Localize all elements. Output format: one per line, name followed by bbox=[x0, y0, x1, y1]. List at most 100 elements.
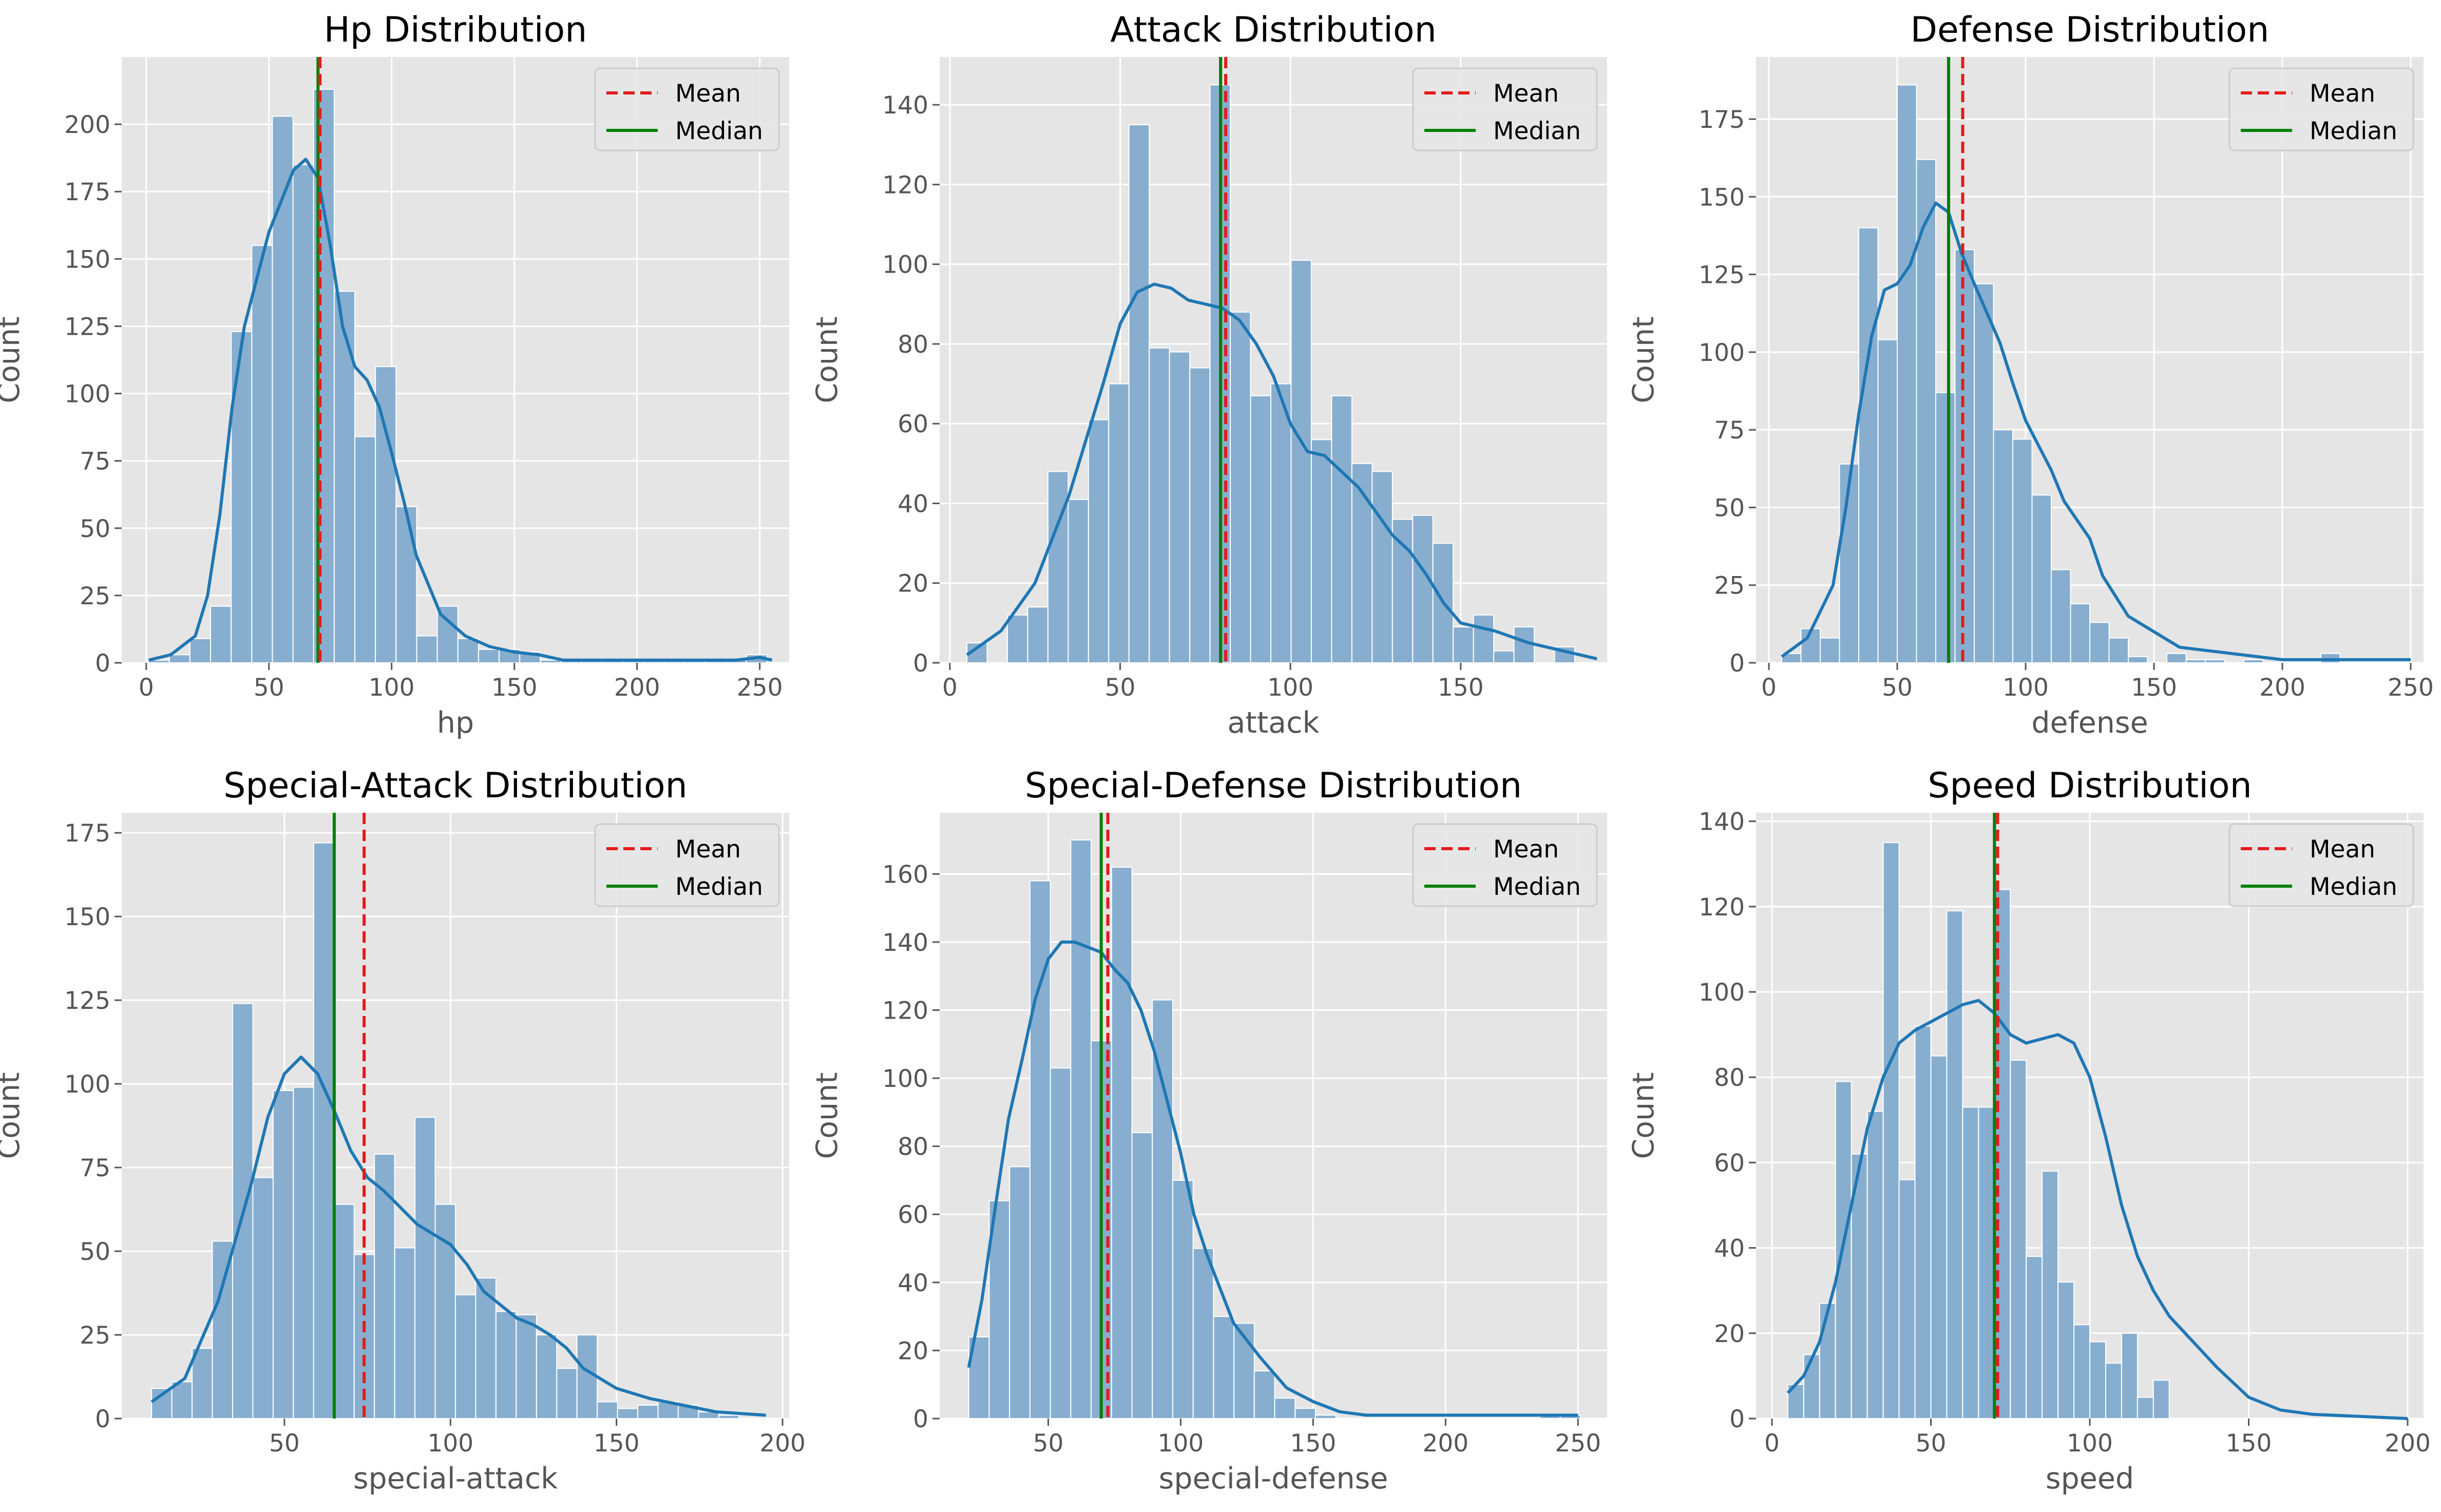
kde-curve bbox=[148, 158, 773, 662]
x-tick-label: 50 bbox=[254, 674, 284, 702]
histogram-bar bbox=[1858, 227, 1879, 664]
histogram-bar bbox=[1128, 124, 1150, 664]
x-axis-label: special-defense bbox=[1159, 1462, 1388, 1496]
histogram-bar bbox=[1310, 439, 1332, 664]
kde-curve bbox=[967, 940, 1578, 1417]
legend-label-median: Median bbox=[675, 117, 763, 145]
histogram-bar bbox=[1897, 84, 1917, 663]
histogram-bar bbox=[210, 605, 232, 664]
histogram-bar bbox=[171, 1381, 193, 1420]
y-tick-label: 25 bbox=[80, 582, 110, 610]
y-tick-label: 120 bbox=[1699, 893, 1745, 922]
histogram-bar bbox=[1213, 1316, 1235, 1419]
histogram-bar bbox=[2057, 1281, 2075, 1419]
legend-label-mean: Mean bbox=[675, 80, 741, 108]
histogram-bar bbox=[2070, 603, 2090, 663]
histogram-bar bbox=[272, 1090, 294, 1419]
chart-title: Special-Attack Distribution bbox=[223, 765, 687, 806]
chart-panel-6: 0 50 100 150 200 0 20 40 60 80 100 120 140 Speed Dist… bbox=[1627, 765, 2431, 1496]
y-tick-label: 20 bbox=[898, 570, 928, 598]
y-tick-label: 0 bbox=[1729, 1405, 1745, 1433]
y-axis-label: Count bbox=[1627, 1072, 1661, 1159]
y-tick-label: 20 bbox=[1714, 1320, 1745, 1348]
y-tick-label: 20 bbox=[898, 1337, 928, 1365]
legend-label-median: Median bbox=[2310, 117, 2397, 145]
kde-curve bbox=[966, 282, 1597, 661]
x-axis-label: hp bbox=[437, 706, 474, 740]
histogram-bar bbox=[2108, 637, 2129, 663]
histogram-bar bbox=[1930, 1055, 1948, 1419]
histogram-bar bbox=[1962, 1106, 1979, 1420]
legend: Mean Median bbox=[2228, 67, 2414, 151]
legend-label-median: Median bbox=[675, 873, 763, 901]
histogram-bar bbox=[576, 1334, 598, 1420]
histogram-bar bbox=[292, 164, 314, 663]
histogram-bar bbox=[1192, 1248, 1214, 1419]
histogram-bar bbox=[495, 1311, 517, 1419]
x-tick-label: 150 bbox=[2131, 674, 2177, 702]
chart-panel-1: 0 50 100 150 200 250 0 25 50 75 100 125 150 175 200 Hp … bbox=[0, 10, 789, 740]
legend-label-mean: Mean bbox=[2310, 835, 2375, 864]
x-tick-label: 200 bbox=[614, 674, 660, 702]
histogram-bar bbox=[1250, 395, 1272, 663]
histogram-bar bbox=[1866, 1111, 1884, 1420]
histogram-bar bbox=[395, 506, 417, 663]
legend-label-mean: Mean bbox=[1493, 835, 1559, 864]
histogram-bar bbox=[375, 366, 397, 663]
y-tick-label: 100 bbox=[882, 251, 928, 279]
histogram-bar bbox=[2137, 1396, 2154, 1419]
histogram-bar bbox=[1070, 839, 1092, 1419]
y-tick-label: 25 bbox=[80, 1322, 110, 1350]
x-tick-label: 100 bbox=[427, 1429, 473, 1458]
chart-panel-2: 0 50 100 150 0 20 40 60 80 100 120 140 Attack Distri… bbox=[810, 10, 1607, 740]
kde-curve bbox=[150, 1055, 766, 1417]
histogram-bar bbox=[1493, 650, 1515, 664]
histogram-bar bbox=[1029, 880, 1051, 1419]
histogram-bar bbox=[1978, 1106, 1995, 1420]
y-axis-label: Count bbox=[0, 1072, 26, 1159]
y-tick-label: 80 bbox=[1714, 1064, 1745, 1092]
y-tick-label: 50 bbox=[1714, 494, 1745, 522]
histogram-bar bbox=[2012, 438, 2033, 663]
x-tick-label: 150 bbox=[1438, 674, 1484, 702]
y-tick-label: 125 bbox=[64, 987, 110, 1015]
chart-title: Speed Distribution bbox=[1928, 765, 2252, 806]
legend-label-median: Median bbox=[1493, 873, 1581, 901]
histogram-bar bbox=[2089, 1341, 2106, 1420]
y-tick-label: 100 bbox=[1699, 979, 1745, 1007]
histogram-bar bbox=[1152, 999, 1173, 1419]
histogram-bar bbox=[2010, 1059, 2027, 1420]
histogram-bar bbox=[1391, 519, 1414, 663]
histogram-bar bbox=[1067, 499, 1089, 663]
histogram-bar bbox=[536, 1334, 558, 1420]
histogram-bar bbox=[1111, 867, 1133, 1419]
x-tick-label: 100 bbox=[2067, 1429, 2113, 1458]
histogram-bar bbox=[1047, 471, 1069, 663]
chart-title: Hp Distribution bbox=[324, 10, 587, 50]
x-tick-label: 100 bbox=[1158, 1429, 1204, 1458]
histogram-bar bbox=[1290, 259, 1312, 663]
histogram-bar bbox=[1253, 1370, 1275, 1419]
histogram-bar bbox=[1914, 1025, 1932, 1419]
legend: Mean Median bbox=[1412, 823, 1598, 907]
y-tick-label: 175 bbox=[64, 178, 110, 206]
y-tick-label: 75 bbox=[80, 1154, 110, 1182]
histogram-bar bbox=[1189, 367, 1211, 663]
histogram-bar bbox=[2243, 659, 2264, 664]
legend: Mean Median bbox=[594, 67, 780, 151]
y-tick-label: 125 bbox=[1699, 261, 1745, 290]
x-tick-label: 200 bbox=[2385, 1429, 2431, 1458]
histogram-bar bbox=[455, 1294, 476, 1419]
x-tick-label: 200 bbox=[759, 1429, 806, 1458]
y-tick-label: 100 bbox=[882, 1065, 928, 1093]
y-tick-label: 120 bbox=[882, 997, 928, 1025]
y-axis-label: Count bbox=[810, 1072, 844, 1159]
y-tick-label: 200 bbox=[64, 111, 110, 139]
y-tick-label: 120 bbox=[882, 171, 928, 199]
y-tick-label: 100 bbox=[1699, 339, 1745, 367]
histogram-bar bbox=[478, 648, 500, 664]
histogram-bar bbox=[516, 1314, 537, 1420]
y-tick-label: 60 bbox=[898, 1201, 928, 1229]
histogram-bar bbox=[2121, 1332, 2138, 1419]
histogram-bar bbox=[1230, 311, 1251, 663]
